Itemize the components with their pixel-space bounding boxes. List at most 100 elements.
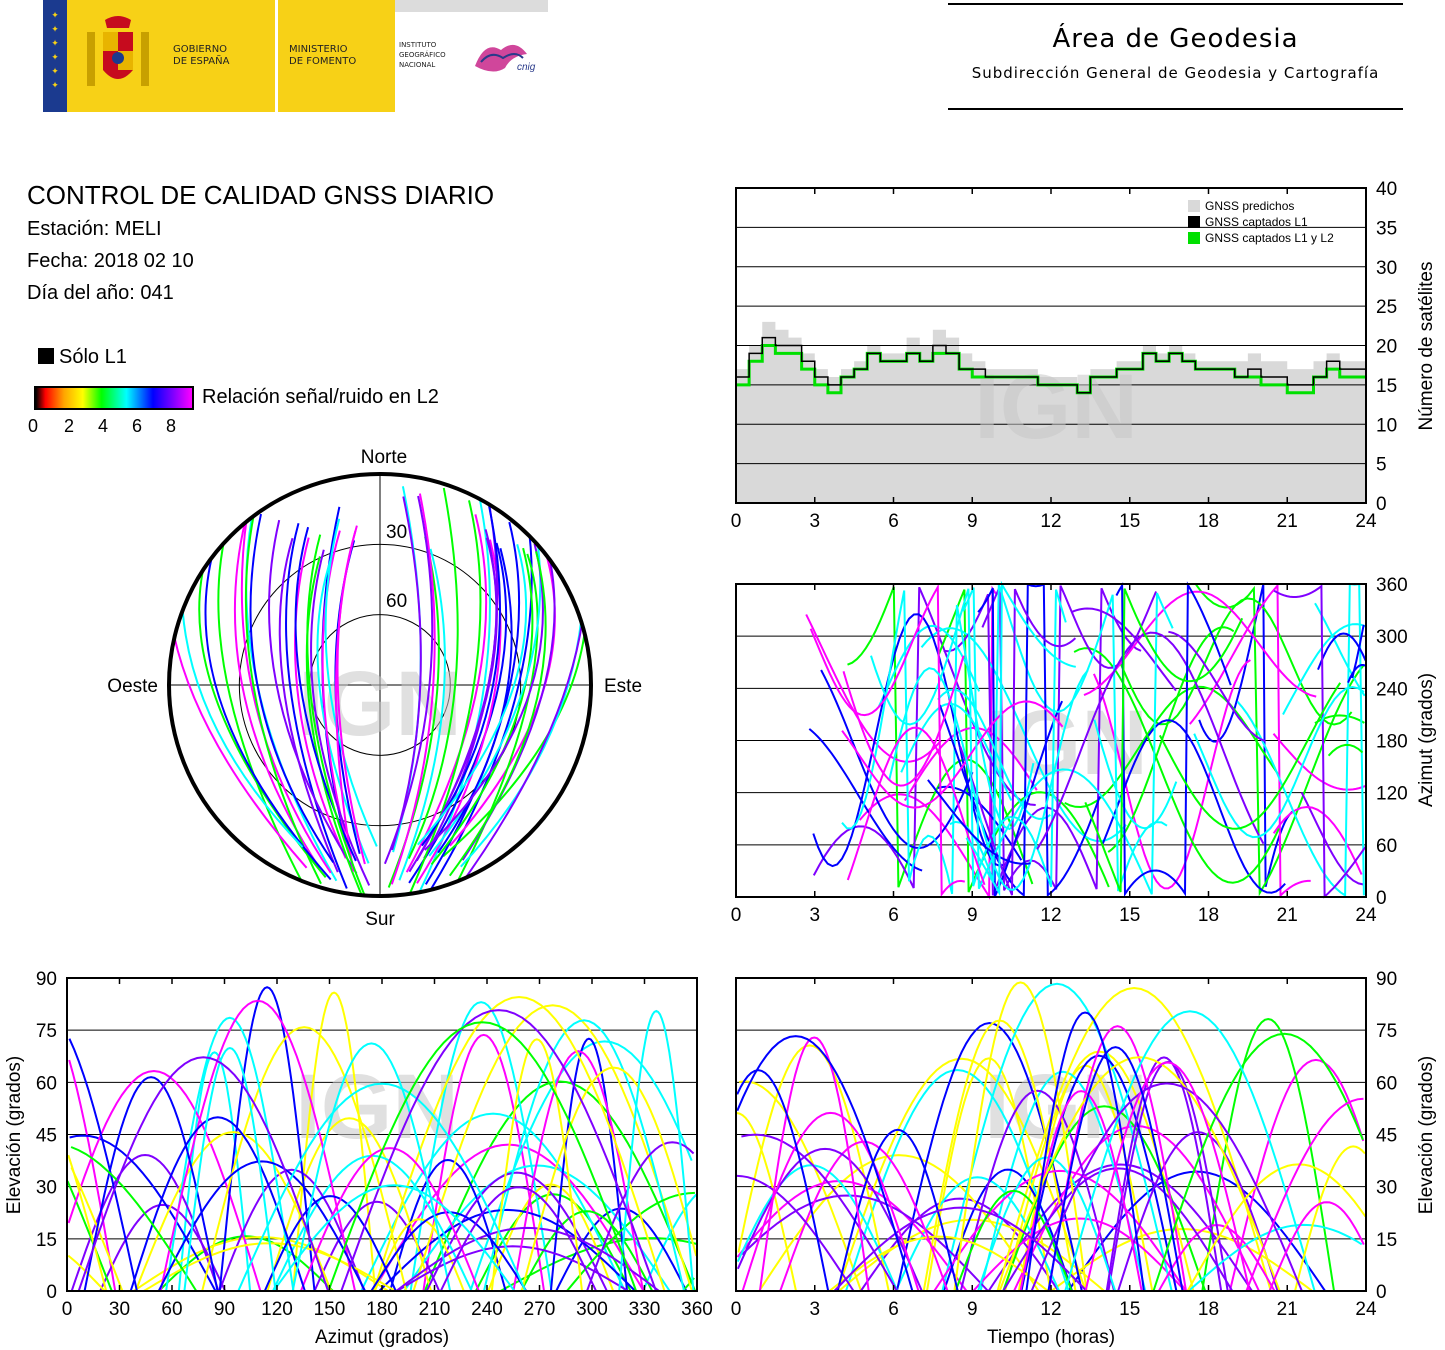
elevation-azimuth-track [409, 1001, 553, 1292]
tracks-layer [805, 580, 1367, 900]
azimuth-track [977, 587, 1064, 897]
x-tick-label: 24 [1355, 1299, 1377, 1320]
elevation-time-track [1117, 1131, 1279, 1292]
elevation-time-track [859, 1197, 1060, 1292]
elevation-time-track [1268, 1201, 1365, 1292]
elevation-time-track [1152, 1032, 1364, 1292]
x-tick-label: 21 [1277, 905, 1298, 926]
x-ticks: 0 30 60 90 120 150 180 210 240 270 300 330 360 [62, 978, 713, 1320]
sky-track [415, 529, 498, 862]
y-tick-label: 0 [1376, 888, 1387, 909]
y-tick-label: 360 [1376, 575, 1408, 596]
azimuth-track [1115, 581, 1232, 898]
grid-layer [736, 226, 1366, 465]
elevation-azimuth-track [618, 1009, 695, 1292]
azimuth-track [808, 728, 923, 872]
x-tick-label: 12 [1040, 1299, 1061, 1320]
x-tick-label: 24 [1355, 905, 1377, 926]
elevation-time-track [1186, 1163, 1367, 1292]
azimuth-track [943, 587, 1142, 896]
doy-label: Día del año: 041 [27, 282, 174, 304]
azimuth-track [1347, 664, 1367, 684]
azimuth-track [1327, 743, 1364, 757]
x-tick-label: 15 [1119, 1299, 1140, 1320]
azimuth-track [1036, 631, 1265, 850]
elevation-azimuth-track [66, 1180, 113, 1292]
legend-label: GNSS predichos [1205, 199, 1294, 213]
gobierno-line1: GOBIERNO [173, 44, 228, 55]
predicted-area [736, 321, 1366, 503]
sky-track [305, 556, 363, 896]
elevation-azimuth-track [422, 1033, 545, 1292]
azimuth-track [820, 669, 974, 850]
skyplot-center: IGN Norte Sur Este Oeste 30 60 [107, 447, 642, 930]
y-tick-label: 75 [36, 1021, 57, 1042]
x-tick-label: 3 [809, 511, 820, 532]
elevation-time-track [737, 1044, 890, 1292]
elevation-time-track [1030, 1082, 1303, 1292]
elevation-time-track [1245, 1097, 1364, 1292]
sky-track [407, 487, 459, 860]
x-tick-label: 330 [629, 1299, 661, 1320]
elevation-time-track [996, 986, 1272, 1292]
elevation-time-track [741, 1111, 920, 1292]
sky-track [408, 542, 508, 884]
elevation-azimuth-track [549, 1037, 628, 1292]
gobierno-label: GOBIERNO DE ESPAÑA [173, 44, 229, 68]
ministerio-label: MINISTERIO DE FOMENTO [289, 44, 356, 68]
sky-track [306, 534, 365, 895]
elevation-azimuth-track [67, 1254, 106, 1292]
x-tick-label: 12 [1040, 905, 1061, 926]
elevation-time-track [758, 1036, 870, 1292]
elevation-azimuth-track [183, 1047, 277, 1292]
azimuth-track [809, 583, 965, 898]
elevation-azimuth-track [291, 1042, 452, 1292]
y-tick-label: 40 [1376, 179, 1397, 200]
sky-track [278, 537, 339, 873]
elevation-azimuth-track [263, 1195, 397, 1292]
elevation-time-track [942, 1168, 1073, 1292]
y-tick-label: 120 [1376, 784, 1408, 805]
sky-track [249, 513, 335, 863]
y-ticks: 0 15 30 45 60 75 90 [36, 969, 57, 1303]
elevation-time-track [736, 1164, 899, 1292]
sky-track [310, 549, 371, 886]
y-tick-label: 30 [1376, 258, 1397, 279]
elevation-time-track [1013, 1124, 1260, 1292]
azimuth-track [949, 584, 1168, 892]
elevation-azimuth-track [201, 1026, 408, 1292]
report-title: CONTROL DE CALIDAD GNSS DIARIO [27, 180, 495, 210]
x-tick-label: 9 [967, 1299, 978, 1320]
ign-line2: GEOGRÁFICO [399, 51, 446, 59]
azimuth-track [846, 726, 986, 886]
x-tick-label: 9 [967, 905, 978, 926]
sky-track [240, 486, 332, 874]
chart-skyplot: IGN Norte Sur Este Oeste 30 60 [107, 447, 642, 930]
sky-track [285, 523, 348, 889]
date-label: Fecha: 2018 02 10 [27, 250, 194, 272]
elevation-azimuth-track [412, 1004, 693, 1292]
direction-north: Norte [361, 447, 407, 468]
elevation-azimuth-track [372, 995, 666, 1292]
azimuth-track [1107, 626, 1235, 853]
flag-stars: ✦ ✦ ✦ ✦ ✦ ✦ [51, 10, 59, 90]
elevation-time-track [845, 1068, 1070, 1292]
y-tick-label: 0 [1376, 494, 1387, 515]
azimuth-track [938, 582, 1101, 898]
x-axis-label: Tiempo (horas) [987, 1327, 1115, 1348]
elevation-time-track [933, 1169, 1187, 1292]
x-tick-label: 270 [524, 1299, 556, 1320]
elevation-time-track [1228, 1058, 1365, 1292]
y-axis-label: Elevación (grados) [1416, 1056, 1437, 1214]
y-tick-label: 60 [36, 1073, 57, 1094]
elevation-azimuth-track [129, 1116, 306, 1292]
elevation-azimuth-track [389, 1158, 507, 1292]
elevation-time-track [735, 1174, 855, 1292]
sky-track [448, 551, 547, 877]
sky-track [217, 521, 304, 885]
y-tick-label: 15 [36, 1230, 57, 1251]
x-tick-label: 150 [314, 1299, 346, 1320]
plot-area-1: IGN GNSS predichos GNSS captados L1 GNSS c… [731, 179, 1397, 532]
elevation-time-track [1002, 1105, 1207, 1292]
elevation-time-track [736, 1035, 914, 1292]
